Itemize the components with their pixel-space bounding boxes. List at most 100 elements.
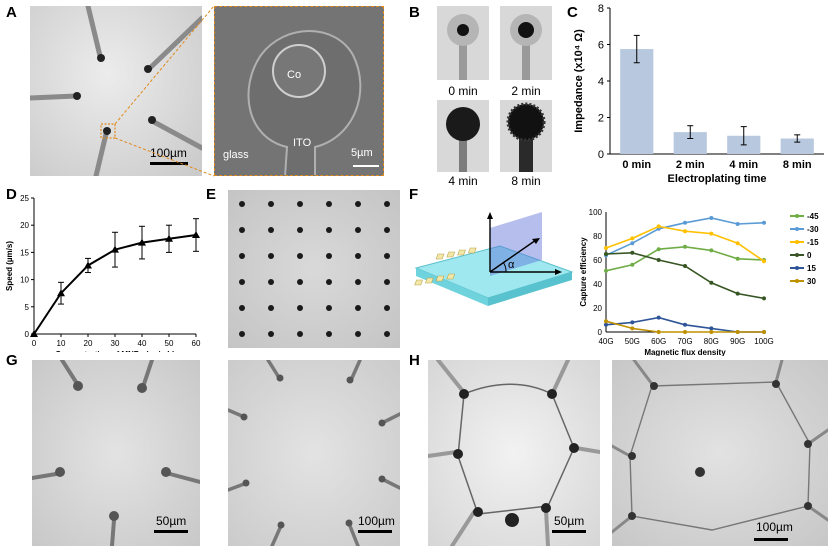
d-data-point (30, 330, 38, 337)
f-data-point (762, 259, 766, 264)
f-data-point (683, 322, 687, 327)
particle-dot (326, 279, 332, 285)
panel-a-overview-photo: 100µm (30, 6, 202, 176)
impedance-bar-chart: 0 2 4 6 8 0 min 2 min 4 min 8 min Electroplating … (573, 3, 824, 185)
f-data-point (630, 262, 635, 267)
panel-label-b: B (409, 4, 420, 21)
panel-h-photo-right: 100µm (612, 360, 828, 546)
f-legend-marker (795, 279, 799, 283)
f-x-tick-label: 100G (754, 337, 774, 346)
f-data-point (604, 268, 608, 273)
f-data-point (683, 330, 687, 334)
particle-dot (297, 305, 303, 311)
particle-dot (239, 305, 245, 311)
f-data-point (709, 231, 714, 236)
f-y-tick-label: 40 (593, 280, 602, 289)
particle-dot (384, 279, 390, 285)
particle-dot (384, 253, 390, 259)
f-legend-label: 15 (807, 264, 816, 273)
particle-dot (268, 227, 274, 233)
particle-dot (297, 227, 303, 233)
particle-dot (355, 201, 361, 207)
f-data-point (630, 250, 635, 255)
particle-dot (326, 253, 332, 259)
f-y-axis-title: Capture efficiency (579, 237, 588, 307)
c-y-tick-label: 8 (598, 3, 604, 15)
f-data-point (709, 280, 714, 285)
f-data-point (630, 320, 635, 325)
panel-b-photo-2min (500, 6, 552, 80)
particle-dot (326, 305, 332, 311)
f-legend-marker (795, 240, 799, 244)
c-bar (673, 132, 707, 154)
speed-line-chart: 0 5 10 15 20 25 0 10 20 30 40 50 60 Concentration of … (5, 194, 201, 352)
f-data-point (735, 241, 740, 246)
c-category-label: 4 min (729, 159, 758, 171)
f-data-point (683, 244, 687, 249)
f-y-tick-label: 80 (593, 232, 602, 241)
d-x-tick-label: 20 (84, 339, 93, 348)
g-right-scale-label: 100µm (358, 514, 395, 528)
electrode-array-drawing (30, 6, 202, 176)
panel-g-photo-left: 50µm (32, 360, 200, 546)
d-x-axis-title: Concentration of MNPs (µg/mL) (55, 350, 175, 352)
f-x-axis-title: Magnetic flux density (644, 348, 726, 356)
panel-b-photo-8min (500, 100, 552, 172)
sem-scale-label: 5µm (351, 147, 373, 159)
f-data-point (656, 315, 661, 320)
f-data-point (709, 216, 714, 220)
sem-scale-bar (353, 165, 379, 167)
d-data-point (111, 245, 119, 253)
particle-dot (355, 253, 361, 259)
particle-dot (384, 305, 390, 311)
panel-g-photo-right: 100µm (228, 360, 400, 546)
particle-dot (355, 305, 361, 311)
f-data-point (709, 330, 714, 334)
d-y-axis-title: Speed (µm/s) (5, 241, 14, 291)
f-x-tick-label: 40G (598, 337, 613, 346)
panel-a-sem-photo: Co glass ITO 5µm (214, 6, 384, 176)
particle-dot (268, 305, 274, 311)
particle-dot (297, 331, 303, 337)
panel-b-photo-4min (437, 100, 489, 172)
f-data-point (630, 241, 635, 246)
alpha-label: α (508, 259, 515, 271)
d-data-point (192, 230, 200, 238)
f-legend-marker (795, 227, 799, 231)
f-data-point (683, 220, 687, 225)
c-y-tick-label: 0 (598, 149, 604, 161)
panel-label-f: F (409, 186, 419, 203)
glass-label: glass (223, 149, 249, 161)
d-y-tick-label: 0 (25, 330, 30, 339)
f-data-point (604, 322, 608, 327)
panel-b-photo-0min (437, 6, 489, 80)
f-data-point (604, 319, 608, 324)
f-legend-label: -30 (807, 225, 819, 234)
panel-label-d: D (6, 186, 17, 203)
particle-dot (326, 331, 332, 337)
d-data-point (165, 234, 173, 242)
d-y-tick-label: 15 (20, 248, 29, 257)
panel-e-photo (228, 190, 400, 348)
f-y-tick-label: 20 (593, 304, 602, 313)
f-data-point (656, 224, 661, 229)
particle-dot (384, 331, 390, 337)
c-category-label: 0 min (622, 159, 651, 171)
f-data-point (762, 296, 766, 301)
d-data-point (138, 238, 146, 246)
d-y-tick-label: 25 (20, 194, 29, 203)
panel-label-a: A (6, 4, 17, 21)
d-y-tick-label: 20 (20, 221, 29, 230)
f-legend-marker (795, 266, 799, 270)
panel-b-label-4min: 4 min (448, 174, 478, 188)
f-x-tick-label: 80G (704, 337, 719, 346)
particle-dot (355, 227, 361, 233)
f-data-point (656, 330, 661, 334)
particle-dot (326, 201, 332, 207)
d-x-tick-label: 10 (57, 339, 66, 348)
co-label: Co (287, 69, 302, 81)
c-y-tick-label: 2 (598, 113, 604, 125)
particle-dot (239, 227, 245, 233)
particle-dot (355, 331, 361, 337)
f-data-point (683, 229, 687, 234)
